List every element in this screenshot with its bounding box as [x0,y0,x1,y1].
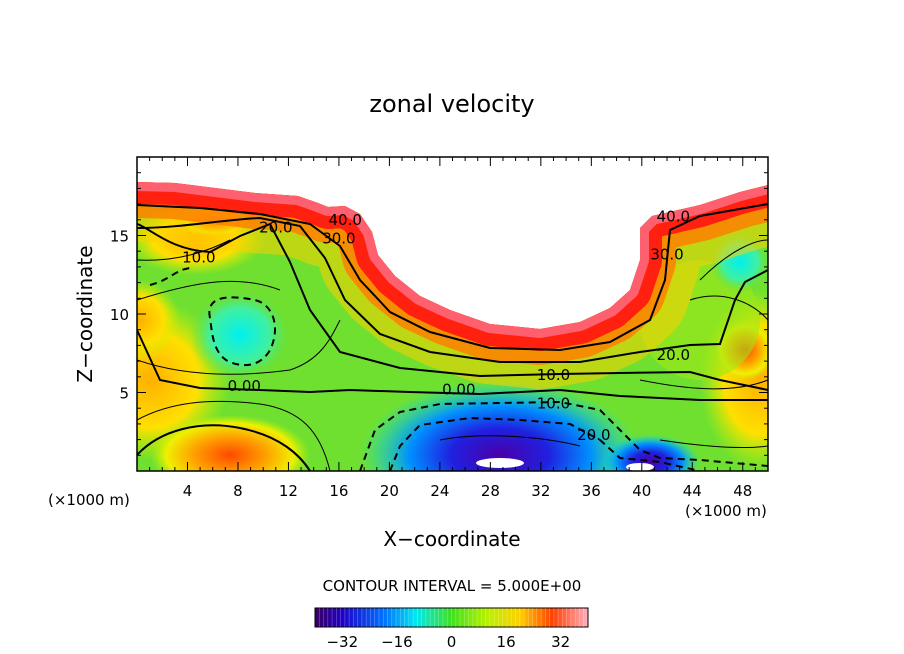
colorbar-tick-label: 16 [497,633,516,651]
svg-text:10.0: 10.0 [182,248,215,266]
x-tick-label: 16 [329,482,348,500]
colorbar-tick-label: −16 [381,633,413,651]
contour-label: 0.00 [442,380,475,398]
x-tick-label: 40 [632,482,651,500]
svg-text:0.00: 0.00 [228,377,261,395]
contour-labels: 40.030.020.010.00.00 0.0010.010.020.020.0… [182,208,690,444]
colorbar: −32 −16 0 16 32 [314,607,589,651]
svg-text:0.00: 0.00 [442,380,475,398]
colorbar-tick-label: 32 [551,633,570,651]
contour-label: 30.0 [650,245,683,263]
contour-label: 20.0 [657,346,690,364]
x-tick-label: 4 [183,482,193,500]
x-tick-labels: 4 8 12 16 20 24 28 32 36 40 44 48 [183,482,753,500]
contour-label: 20.0 [577,426,610,444]
x-tick-label: 48 [733,482,752,500]
svg-text:10.0: 10.0 [537,394,570,412]
svg-text:10.0: 10.0 [537,366,570,384]
x-tick-label: 8 [233,482,243,500]
y-tick-label: 15 [110,228,129,246]
y-axis-label: Z−coordinate [73,245,97,382]
svg-text:40.0: 40.0 [657,208,690,226]
contour-label: 10.0 [182,248,215,266]
contour-label: 30.0 [322,230,355,248]
contour-label: 40.0 [329,211,362,229]
svg-text:20.0: 20.0 [259,219,292,237]
x-tick-label: 24 [430,482,449,500]
x-tick-label: 28 [481,482,500,500]
x-axis-label: X−coordinate [383,527,520,551]
contour-label: 10.0 [537,366,570,384]
contour-label: 10.0 [537,394,570,412]
x-tick-label: 44 [683,482,702,500]
contour-label: 0.00 [228,377,261,395]
axis-ticks [137,157,768,471]
y-tick-label: 10 [110,306,129,324]
x-tick-label: 32 [531,482,550,500]
x-tick-label: 36 [582,482,601,500]
contour-label: 20.0 [259,219,292,237]
x-unit-left: (×1000 m) [48,491,130,509]
y-tick-labels: 5 10 15 [110,228,129,403]
contour-label: 40.0 [657,208,690,226]
svg-text:30.0: 30.0 [322,230,355,248]
x-unit-right: (×1000 m) [685,502,767,520]
x-tick-label: 20 [380,482,399,500]
colorbar-tick-label: 0 [447,633,457,651]
svg-text:20.0: 20.0 [577,426,610,444]
contour-interval-text: CONTOUR INTERVAL = 5.000E+00 [323,577,582,595]
x-tick-label: 12 [279,482,298,500]
colorbar-tick-label: −32 [326,633,358,651]
y-tick-label: 5 [119,385,129,403]
contour-field [137,182,768,471]
chart-title: zonal velocity [369,90,534,118]
svg-text:20.0: 20.0 [657,346,690,364]
svg-text:30.0: 30.0 [650,245,683,263]
svg-text:40.0: 40.0 [329,211,362,229]
